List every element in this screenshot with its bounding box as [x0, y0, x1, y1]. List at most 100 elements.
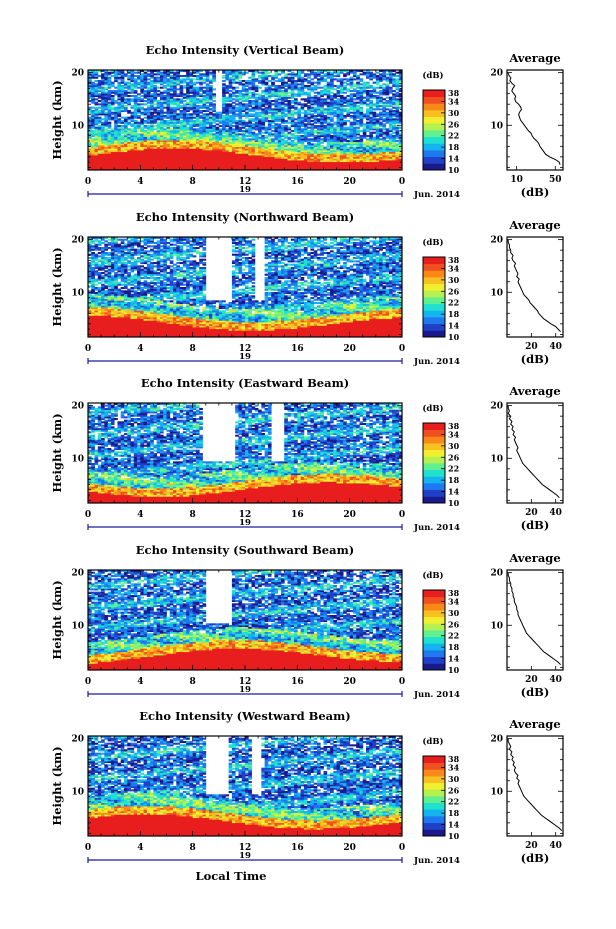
heatmap-cell: [150, 93, 154, 95]
heatmap-cell: [183, 75, 187, 77]
heatmap-cell: [134, 90, 138, 92]
heatmap-cell: [134, 78, 138, 80]
heatmap-cell: [134, 120, 138, 122]
heatmap-cell: [170, 128, 174, 130]
heatmap-cell: [183, 100, 187, 102]
heatmap-cell: [98, 107, 102, 109]
heatmap-cell: [98, 93, 102, 95]
heatmap-cell: [111, 117, 115, 119]
heatmap-cell: [95, 127, 99, 129]
heatmap-cell: [131, 112, 135, 114]
heatmap-cell: [131, 123, 135, 125]
heatmap-cell: [111, 95, 115, 97]
heatmap-cell: [127, 82, 131, 84]
heatmap-cell: [147, 87, 151, 89]
heatmap-cell: [186, 82, 190, 84]
heatmap-cell: [98, 75, 102, 77]
heatmap-cell: [131, 105, 135, 107]
heatmap: [88, 70, 402, 170]
heatmap-cell: [111, 75, 115, 77]
heatmap-cell: [167, 88, 171, 90]
heatmap-cell: [131, 83, 135, 85]
heatmap-cell: [153, 85, 157, 87]
heatmap-cell: [157, 90, 161, 92]
heatmap-cell: [147, 82, 151, 84]
heatmap-cell: [127, 75, 131, 77]
heatmap-cell: [127, 110, 131, 112]
heatmap-cell: [114, 100, 118, 102]
heatmap-cell: [163, 95, 167, 97]
heatmap-cell: [91, 138, 95, 140]
heatmap-cell: [124, 105, 128, 107]
heatmap-cell: [183, 103, 187, 105]
heatmap-cell: [144, 103, 148, 105]
heatmap-cell: [163, 85, 167, 87]
heatmap-cell: [144, 125, 148, 127]
heatmap-cell: [98, 103, 102, 105]
heatmap-cell: [173, 98, 177, 100]
heatmap-cell: [157, 122, 161, 124]
heatmap-cell: [140, 103, 144, 105]
heatmap-cell: [101, 73, 105, 75]
heatmap-cell: [144, 120, 148, 122]
heatmap-cell: [157, 87, 161, 89]
heatmap-cell: [137, 133, 141, 135]
heatmap-cell: [160, 92, 164, 94]
heatmap-cell: [144, 108, 148, 110]
heatmap-cell: [186, 102, 190, 104]
heatmap-cell: [104, 112, 108, 114]
heatmap-cell: [124, 90, 128, 92]
heatmap-cell: [95, 107, 99, 109]
heatmap-cell: [176, 113, 180, 115]
heatmap-cell: [140, 112, 144, 114]
heatmap-cell: [137, 115, 141, 117]
heatmap-cell: [91, 82, 95, 84]
heatmap-cell: [111, 107, 115, 109]
heatmap-cell: [111, 112, 115, 114]
heatmap-cell: [140, 98, 144, 100]
heatmap-cell: [101, 122, 105, 124]
heatmap-cell: [186, 107, 190, 109]
heatmap-cell: [147, 73, 151, 75]
heatmap-cell: [163, 107, 167, 109]
heatmap-cell: [124, 73, 128, 75]
heatmap-cell: [180, 110, 184, 112]
heatmap-cell: [144, 100, 148, 102]
heatmap-cell: [137, 82, 141, 84]
heatmap-cell: [180, 120, 184, 122]
heatmap-cell: [180, 85, 184, 87]
heatmap-cell: [101, 118, 105, 120]
heatmap-cell: [144, 90, 148, 92]
heatmap-cell: [121, 125, 125, 127]
heatmap-cell: [131, 95, 135, 97]
heatmap-cell: [104, 128, 108, 130]
heatmap-cell: [144, 130, 148, 132]
heatmap-cell: [180, 75, 184, 77]
heatmap-cell: [111, 128, 115, 130]
heatmap-cell: [153, 107, 157, 109]
heatmap-cell: [153, 128, 157, 130]
heatmap-cell: [163, 128, 167, 130]
heatmap-cell: [95, 102, 99, 104]
heatmap-cell: [134, 72, 138, 74]
heatmap-cell: [163, 115, 167, 117]
heatmap-cell: [131, 98, 135, 100]
heatmap-cell: [101, 87, 105, 89]
heatmap-cell: [186, 113, 190, 115]
heatmap-cell: [104, 92, 108, 94]
heatmap-cell: [98, 125, 102, 127]
heatmap-cell: [140, 118, 144, 120]
heatmap-cell: [170, 93, 174, 95]
heatmap-cell: [131, 128, 135, 130]
heatmap-cell: [163, 112, 167, 114]
heatmap-cell: [121, 135, 125, 137]
heatmap-cell: [160, 102, 164, 104]
heatmap-cell: [111, 90, 115, 92]
heatmap-cell: [134, 95, 138, 97]
heatmap-cell: [163, 90, 167, 92]
heatmap-cell: [140, 127, 144, 129]
heatmap-cell: [150, 80, 154, 82]
heatmap-cell: [183, 93, 187, 95]
heatmap-cell: [134, 75, 138, 77]
heatmap-cell: [140, 95, 144, 97]
